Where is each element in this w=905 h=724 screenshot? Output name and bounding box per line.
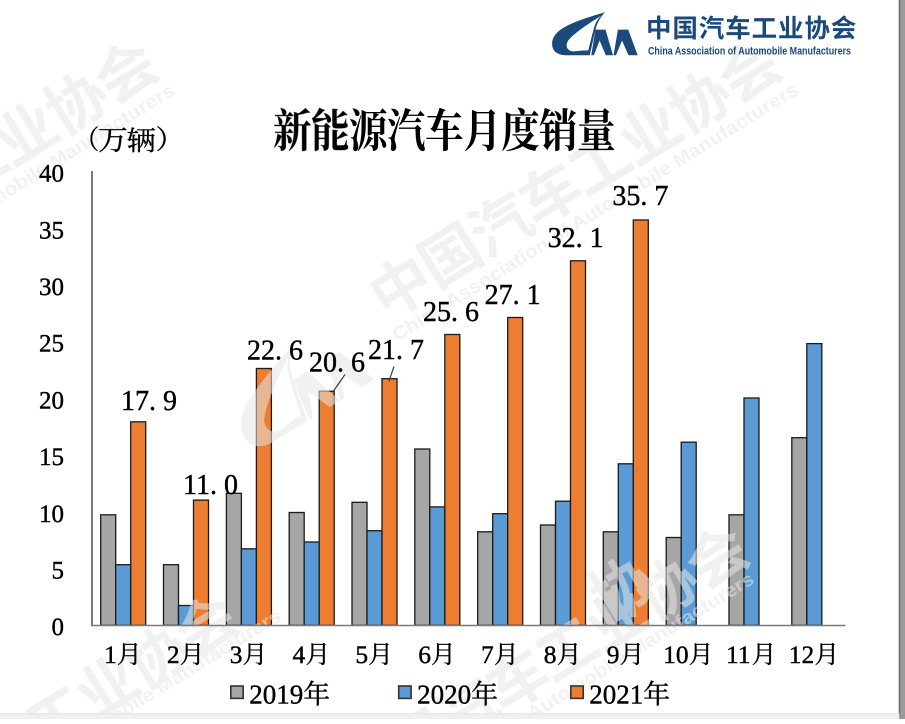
svg-text:4: 4 <box>293 640 306 669</box>
svg-text:3: 3 <box>230 640 243 669</box>
svg-text:11: 11 <box>726 640 751 669</box>
svg-text:2021: 2021 <box>589 680 643 710</box>
svg-text:5: 5 <box>52 558 65 585</box>
svg-text:40: 40 <box>39 161 64 188</box>
svg-text:32. 1: 32. 1 <box>548 223 604 254</box>
svg-text:27. 1: 27. 1 <box>485 280 541 311</box>
svg-text:2020: 2020 <box>417 680 471 710</box>
svg-text:20: 20 <box>39 387 64 414</box>
svg-text:11. 0: 11. 0 <box>183 470 238 501</box>
svg-text:21. 7: 21. 7 <box>368 335 424 366</box>
svg-text:20. 6: 20. 6 <box>309 348 365 379</box>
svg-text:8: 8 <box>544 640 557 669</box>
svg-text:5: 5 <box>355 640 368 669</box>
svg-text:12: 12 <box>789 640 815 669</box>
svg-text:2: 2 <box>167 640 180 669</box>
svg-text:10: 10 <box>39 501 64 528</box>
svg-text:30: 30 <box>39 274 64 301</box>
svg-text:China Association of Automobil: China Association of Automobile Manufact… <box>648 46 851 58</box>
svg-text:15: 15 <box>39 444 64 471</box>
svg-text:1: 1 <box>104 640 117 669</box>
svg-text:7: 7 <box>481 640 494 669</box>
svg-text:35: 35 <box>39 217 64 244</box>
svg-text:10: 10 <box>663 640 689 669</box>
svg-text:17. 9: 17. 9 <box>121 386 177 417</box>
svg-text:25. 6: 25. 6 <box>423 297 479 328</box>
svg-text:0: 0 <box>52 614 65 641</box>
svg-text:35. 7: 35. 7 <box>612 181 668 212</box>
svg-text:9: 9 <box>607 640 620 669</box>
svg-text:25: 25 <box>39 331 64 358</box>
svg-text:6: 6 <box>418 640 431 669</box>
svg-text:2019: 2019 <box>249 680 303 710</box>
svg-text:22. 6: 22. 6 <box>247 336 303 367</box>
